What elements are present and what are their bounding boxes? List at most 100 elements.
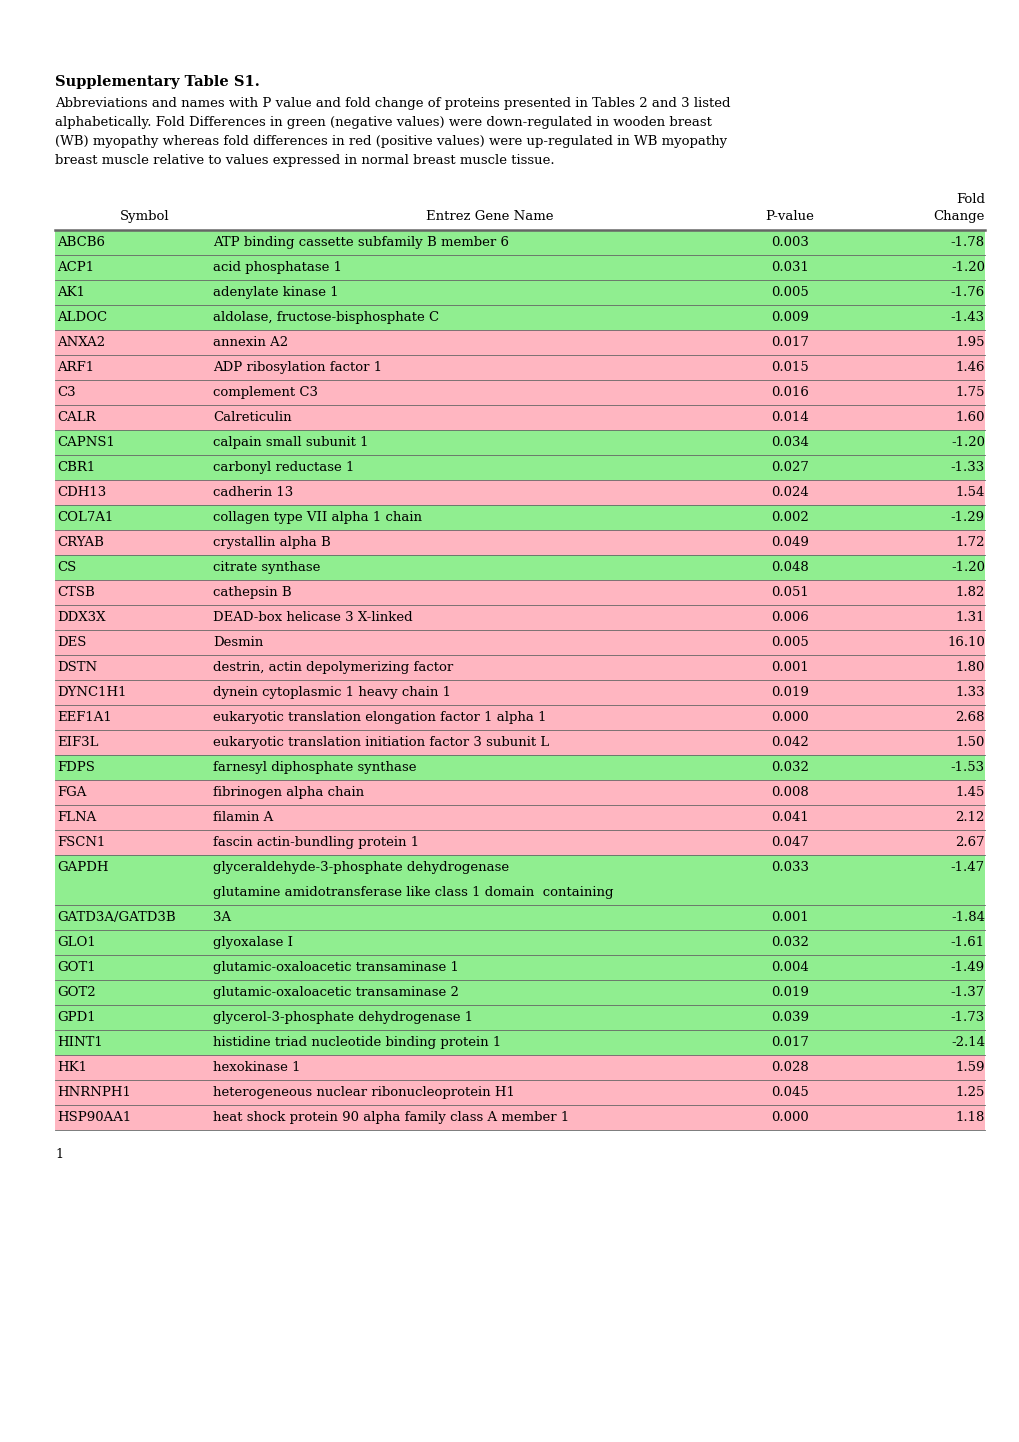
- Bar: [55, 1105, 984, 1131]
- Text: -1.53: -1.53: [950, 761, 984, 774]
- Text: eukaryotic translation elongation factor 1 alpha 1: eukaryotic translation elongation factor…: [213, 711, 546, 724]
- Bar: [55, 231, 984, 255]
- Text: 1.82: 1.82: [955, 585, 984, 598]
- Text: 0.045: 0.045: [770, 1086, 808, 1099]
- Text: ATP binding cassette subfamily B member 6: ATP binding cassette subfamily B member …: [213, 236, 508, 249]
- Text: 1.31: 1.31: [955, 611, 984, 624]
- Text: -1.61: -1.61: [950, 936, 984, 949]
- Text: EEF1A1: EEF1A1: [57, 711, 112, 724]
- Text: 2.12: 2.12: [955, 810, 984, 823]
- Text: -1.29: -1.29: [950, 510, 984, 523]
- Text: DEAD-box helicase 3 X-linked: DEAD-box helicase 3 X-linked: [213, 611, 413, 624]
- Bar: [55, 705, 984, 730]
- Text: DDX3X: DDX3X: [57, 611, 105, 624]
- Text: 1.25: 1.25: [955, 1086, 984, 1099]
- Text: 1.80: 1.80: [955, 660, 984, 673]
- Text: destrin, actin depolymerizing factor: destrin, actin depolymerizing factor: [213, 660, 452, 673]
- Text: 0.034: 0.034: [770, 435, 808, 448]
- Text: 0.008: 0.008: [770, 786, 808, 799]
- Text: 1.60: 1.60: [955, 411, 984, 424]
- Text: 1.72: 1.72: [955, 536, 984, 549]
- Bar: [55, 555, 984, 580]
- Text: Calreticulin: Calreticulin: [213, 411, 291, 424]
- Text: alphabetically. Fold Differences in green (negative values) were down-regulated : alphabetically. Fold Differences in gree…: [55, 115, 711, 128]
- Text: CTSB: CTSB: [57, 585, 95, 598]
- Text: HNRNPH1: HNRNPH1: [57, 1086, 130, 1099]
- Text: GOT1: GOT1: [57, 960, 96, 973]
- Text: glyoxalase I: glyoxalase I: [213, 936, 292, 949]
- Text: -1.84: -1.84: [950, 911, 984, 924]
- Text: 0.019: 0.019: [770, 686, 808, 699]
- Text: (WB) myopathy whereas fold differences in red (positive values) were up-regulate: (WB) myopathy whereas fold differences i…: [55, 136, 727, 149]
- Text: 1.50: 1.50: [955, 735, 984, 748]
- Bar: [55, 906, 984, 930]
- Bar: [55, 805, 984, 831]
- Text: citrate synthase: citrate synthase: [213, 561, 320, 574]
- Text: 0.017: 0.017: [770, 336, 808, 349]
- Text: 2.68: 2.68: [955, 711, 984, 724]
- Text: COL7A1: COL7A1: [57, 510, 113, 523]
- Bar: [55, 330, 984, 355]
- Bar: [55, 405, 984, 430]
- Text: complement C3: complement C3: [213, 386, 318, 399]
- Text: farnesyl diphosphate synthase: farnesyl diphosphate synthase: [213, 761, 416, 774]
- Bar: [55, 355, 984, 381]
- Text: HINT1: HINT1: [57, 1035, 103, 1048]
- Bar: [55, 531, 984, 555]
- Bar: [55, 1005, 984, 1030]
- Text: 0.041: 0.041: [770, 810, 808, 823]
- Text: ACP1: ACP1: [57, 261, 94, 274]
- Text: acid phosphatase 1: acid phosphatase 1: [213, 261, 341, 274]
- Text: histidine triad nucleotide binding protein 1: histidine triad nucleotide binding prote…: [213, 1035, 500, 1048]
- Text: 1.46: 1.46: [955, 360, 984, 373]
- Text: AK1: AK1: [57, 286, 85, 298]
- Text: 1.95: 1.95: [955, 336, 984, 349]
- Text: glutamic-oxaloacetic transaminase 2: glutamic-oxaloacetic transaminase 2: [213, 986, 459, 999]
- Text: 0.048: 0.048: [770, 561, 808, 574]
- Text: FLNA: FLNA: [57, 810, 96, 823]
- Text: 0.004: 0.004: [770, 960, 808, 973]
- Text: 0.047: 0.047: [770, 836, 808, 849]
- Text: GOT2: GOT2: [57, 986, 96, 999]
- Text: HK1: HK1: [57, 1061, 87, 1074]
- Text: 1.18: 1.18: [955, 1110, 984, 1123]
- Text: 2.67: 2.67: [955, 836, 984, 849]
- Bar: [55, 955, 984, 981]
- Text: CS: CS: [57, 561, 76, 574]
- Text: P-value: P-value: [765, 211, 813, 224]
- Text: fibrinogen alpha chain: fibrinogen alpha chain: [213, 786, 364, 799]
- Bar: [55, 780, 984, 805]
- Text: 0.017: 0.017: [770, 1035, 808, 1048]
- Text: 1.33: 1.33: [955, 686, 984, 699]
- Bar: [55, 505, 984, 531]
- Text: glycerol-3-phosphate dehydrogenase 1: glycerol-3-phosphate dehydrogenase 1: [213, 1011, 473, 1024]
- Text: 0.016: 0.016: [770, 386, 808, 399]
- Bar: [55, 381, 984, 405]
- Text: FDPS: FDPS: [57, 761, 95, 774]
- Text: GAPDH: GAPDH: [57, 861, 108, 874]
- Text: hexokinase 1: hexokinase 1: [213, 1061, 301, 1074]
- Text: 0.051: 0.051: [770, 585, 808, 598]
- Bar: [55, 606, 984, 630]
- Bar: [55, 430, 984, 456]
- Bar: [55, 981, 984, 1005]
- Text: 0.024: 0.024: [770, 486, 808, 499]
- Text: ADP ribosylation factor 1: ADP ribosylation factor 1: [213, 360, 382, 373]
- Text: Symbol: Symbol: [120, 211, 169, 224]
- Text: glutamic-oxaloacetic transaminase 1: glutamic-oxaloacetic transaminase 1: [213, 960, 459, 973]
- Text: 0.042: 0.042: [770, 735, 808, 748]
- Text: cathepsin B: cathepsin B: [213, 585, 291, 598]
- Text: GLO1: GLO1: [57, 936, 96, 949]
- Text: 0.031: 0.031: [770, 261, 808, 274]
- Text: DSTN: DSTN: [57, 660, 97, 673]
- Text: 0.014: 0.014: [770, 411, 808, 424]
- Text: heterogeneous nuclear ribonucleoprotein H1: heterogeneous nuclear ribonucleoprotein …: [213, 1086, 515, 1099]
- Text: -1.20: -1.20: [950, 435, 984, 448]
- Text: 1.54: 1.54: [955, 486, 984, 499]
- Text: C3: C3: [57, 386, 75, 399]
- Bar: [55, 1030, 984, 1056]
- Text: 0.000: 0.000: [770, 1110, 808, 1123]
- Text: 0.049: 0.049: [770, 536, 808, 549]
- Text: heat shock protein 90 alpha family class A member 1: heat shock protein 90 alpha family class…: [213, 1110, 569, 1123]
- Text: 0.028: 0.028: [770, 1061, 808, 1074]
